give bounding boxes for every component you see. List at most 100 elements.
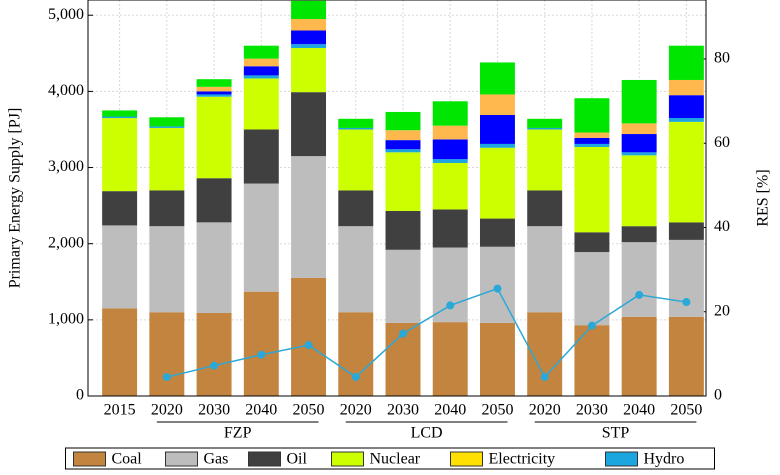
bar-segment bbox=[291, 0, 327, 20]
legend-label: Gas bbox=[204, 451, 229, 468]
y-tick-label: 0 bbox=[76, 387, 84, 404]
bar-segment bbox=[338, 190, 374, 227]
bar-segment bbox=[574, 232, 610, 253]
bar-segment bbox=[196, 222, 232, 313]
res-point bbox=[540, 373, 549, 382]
bar-segment bbox=[102, 308, 138, 396]
bar-segment bbox=[338, 129, 374, 191]
x-tick-label: 2015 bbox=[104, 402, 136, 419]
x-tick-label: 2050 bbox=[293, 402, 325, 419]
bar-segment bbox=[668, 222, 704, 240]
bar-segment bbox=[668, 95, 704, 119]
bar-segment bbox=[668, 316, 704, 396]
bar-segment bbox=[291, 44, 327, 48]
bar-segment bbox=[291, 277, 327, 396]
bar-segment bbox=[102, 116, 138, 119]
res-point bbox=[162, 373, 171, 382]
x-tick-label: 2040 bbox=[245, 402, 277, 419]
bar-segment bbox=[385, 111, 421, 131]
bar-segment bbox=[621, 123, 657, 135]
plot-frame bbox=[87, 0, 707, 397]
y2-axis-label: RES [%] bbox=[755, 169, 772, 226]
bar-segment bbox=[102, 110, 138, 117]
group-label: STP bbox=[602, 425, 630, 442]
bar-segment bbox=[196, 79, 232, 87]
bar-segment bbox=[621, 316, 657, 396]
bar-segment bbox=[621, 79, 657, 124]
bar-segment bbox=[574, 98, 610, 133]
x-tick-label: 2040 bbox=[434, 402, 466, 419]
res-point bbox=[304, 341, 313, 350]
y-tick-label: 4,000 bbox=[48, 82, 84, 99]
bar-segment bbox=[338, 226, 374, 313]
bar-segment bbox=[149, 117, 185, 127]
bar-segment bbox=[338, 118, 374, 128]
y2-tick-label: 0 bbox=[714, 387, 722, 404]
legend-swatch bbox=[165, 451, 198, 467]
res-point bbox=[682, 298, 691, 307]
bar-segment bbox=[102, 225, 138, 309]
bar-segment bbox=[243, 66, 279, 76]
x-tick-label: 2030 bbox=[576, 402, 608, 419]
y-tick-label: 2,000 bbox=[48, 234, 84, 251]
bar-segment bbox=[668, 121, 704, 223]
y-tick-label: 5,000 bbox=[48, 6, 84, 23]
bar-segment bbox=[527, 226, 563, 313]
bar-segment bbox=[149, 312, 185, 396]
bar-segment bbox=[621, 226, 657, 243]
bar-segment bbox=[479, 143, 515, 148]
bar-segment bbox=[102, 118, 138, 192]
res-point bbox=[587, 321, 596, 330]
bar-segment bbox=[432, 125, 468, 140]
bar-segment bbox=[196, 86, 232, 92]
bar-segment bbox=[243, 58, 279, 67]
bar-segment bbox=[668, 118, 704, 122]
bar-segment bbox=[243, 78, 279, 130]
bar-segment bbox=[243, 129, 279, 184]
res-point bbox=[635, 290, 644, 299]
bar-segment bbox=[621, 155, 657, 227]
bar-segment bbox=[432, 162, 468, 210]
y2-tick-label: 80 bbox=[714, 50, 730, 67]
bar-segment bbox=[385, 210, 421, 250]
bar-segment bbox=[432, 247, 468, 323]
x-tick-label: 2030 bbox=[198, 402, 230, 419]
res-point bbox=[493, 284, 502, 293]
x-tick-label: 2020 bbox=[529, 402, 561, 419]
bar-segment bbox=[385, 140, 421, 150]
bar-segment bbox=[243, 183, 279, 292]
bar-segment bbox=[196, 178, 232, 223]
bar-segment bbox=[574, 143, 610, 147]
bar-segment bbox=[243, 75, 279, 79]
bar-segment bbox=[527, 129, 563, 191]
x-tick-label: 2050 bbox=[481, 402, 513, 419]
res-point bbox=[351, 373, 360, 382]
bar-segment bbox=[621, 134, 657, 153]
bar-segment bbox=[479, 322, 515, 396]
bar-segment bbox=[621, 242, 657, 317]
bar-segment bbox=[479, 147, 515, 219]
bar-segment bbox=[102, 191, 138, 226]
bar-segment bbox=[291, 30, 327, 45]
y2-tick-label: 60 bbox=[714, 134, 730, 151]
bar-segment bbox=[149, 190, 185, 227]
bar-segment bbox=[432, 139, 468, 160]
bar-segment bbox=[432, 322, 468, 396]
legend-swatch bbox=[450, 451, 483, 467]
res-point bbox=[257, 350, 266, 359]
res-line bbox=[166, 287, 687, 379]
bar-segment bbox=[574, 132, 610, 138]
bar-segment bbox=[574, 325, 610, 396]
bar-segment bbox=[243, 45, 279, 59]
y-tick-label: 3,000 bbox=[48, 158, 84, 175]
bar-segment bbox=[574, 137, 610, 144]
bar-segment bbox=[527, 118, 563, 128]
bar-segment bbox=[432, 159, 468, 163]
bar-segment bbox=[385, 152, 421, 211]
y-tick-label: 1,000 bbox=[48, 311, 84, 328]
bar-segment bbox=[574, 252, 610, 326]
bar-segment bbox=[291, 156, 327, 278]
bar-segment bbox=[432, 209, 468, 248]
